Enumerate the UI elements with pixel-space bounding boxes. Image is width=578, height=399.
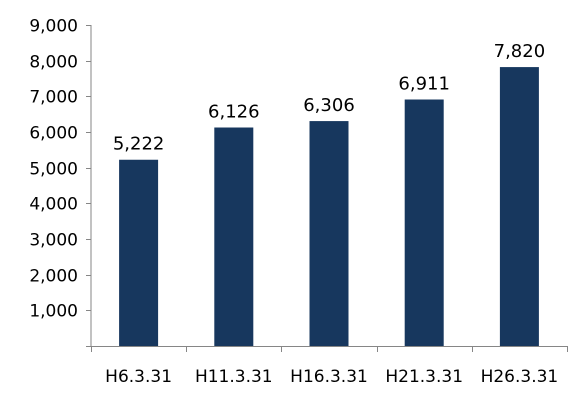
- y-tick-label: 8,000: [29, 53, 78, 73]
- x-category-label: H6.3.31: [105, 367, 172, 387]
- x-category-label: H26.3.31: [481, 367, 559, 387]
- bar-H26.3.31: [499, 67, 539, 346]
- y-tick-label: 3,000: [29, 231, 78, 251]
- value-labels-group: 5,222 6,126 6,306 6,911 7,820: [113, 41, 545, 155]
- bar-H11.3.31: [214, 127, 254, 346]
- value-label: 7,820: [494, 41, 546, 62]
- bar-H16.3.31: [309, 121, 349, 346]
- value-label: 6,306: [303, 95, 355, 116]
- y-tick-label: 5,000: [29, 160, 78, 180]
- y-tick-label: 4,000: [29, 195, 78, 215]
- x-category-label: H11.3.31: [195, 367, 273, 387]
- y-tick-label: 1,000: [29, 302, 78, 322]
- x-axis: H6.3.31 H11.3.31 H16.3.31 H21.3.31 H26.3.31: [91, 346, 568, 387]
- value-label: 6,126: [208, 102, 260, 123]
- y-tick-label: 2,000: [29, 267, 78, 287]
- y-tick-label: 9,000: [29, 17, 78, 37]
- bar-H21.3.31: [404, 99, 444, 347]
- x-category-label: H16.3.31: [290, 367, 368, 387]
- x-category-label: H21.3.31: [385, 367, 463, 387]
- bars-group: [119, 67, 539, 347]
- value-label: 5,222: [113, 134, 165, 155]
- y-tick-label: 6,000: [29, 124, 78, 144]
- bar-H6.3.31: [119, 159, 159, 346]
- y-axis: 1,000 2,000 3,000 4,000 5,000 6,000 7,000 8,000…: [29, 17, 92, 347]
- value-label: 6,911: [398, 74, 450, 95]
- y-tick-label: 7,000: [29, 88, 78, 108]
